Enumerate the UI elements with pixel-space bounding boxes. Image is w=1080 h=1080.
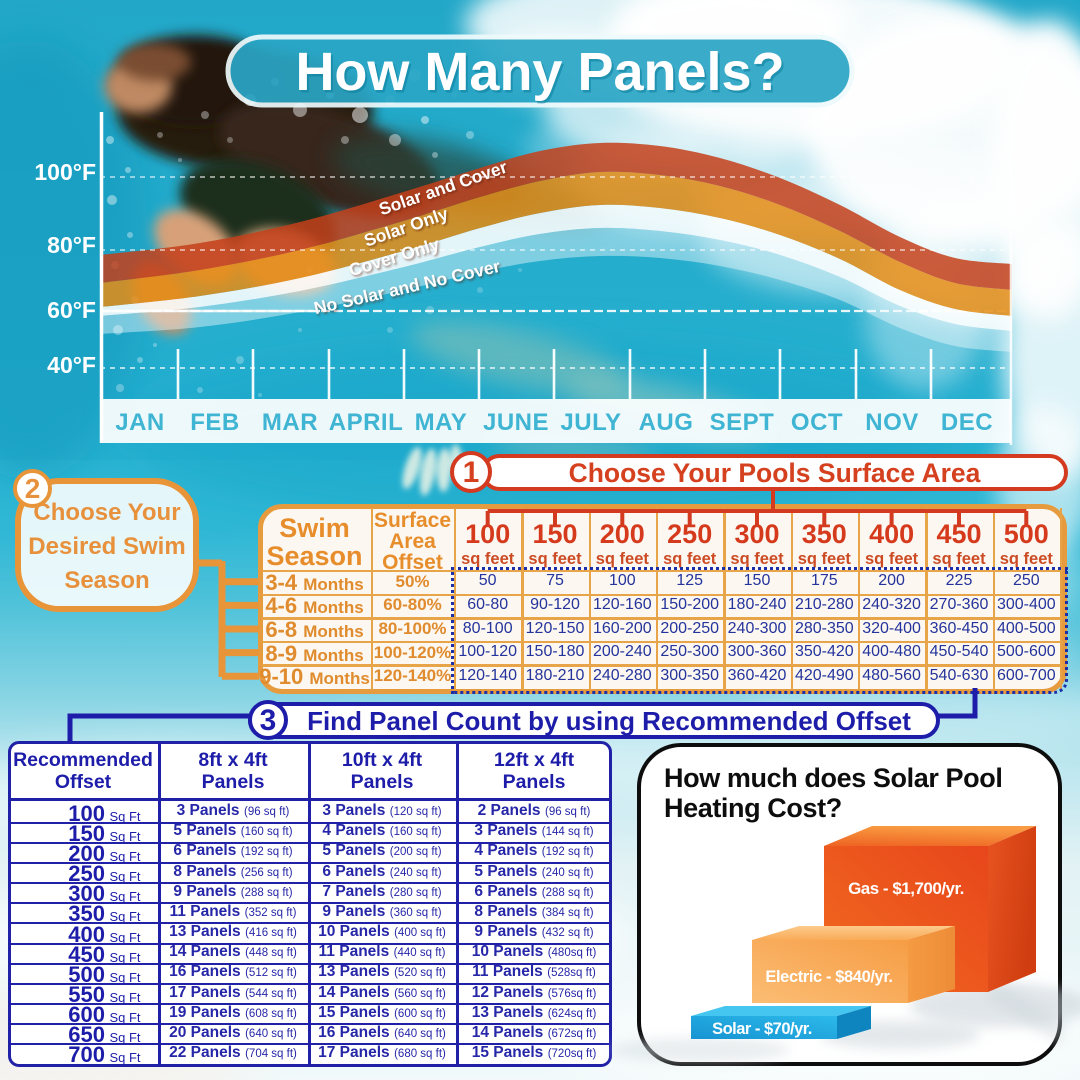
svg-text:JUNE: JUNE xyxy=(483,409,549,436)
svg-text:JAN: JAN xyxy=(115,409,165,436)
svg-text:MAR: MAR xyxy=(262,409,318,436)
svg-text:DEC: DEC xyxy=(941,409,993,436)
svg-text:60°F: 60°F xyxy=(47,297,96,323)
svg-text:AUG: AUG xyxy=(639,409,694,436)
svg-text:SEPT: SEPT xyxy=(710,409,775,436)
svg-text:JULY: JULY xyxy=(560,409,621,436)
svg-text:100°F: 100°F xyxy=(34,159,96,185)
svg-text:80°F: 80°F xyxy=(47,232,96,258)
svg-text:NOV: NOV xyxy=(865,409,919,436)
svg-text:How Many Panels?: How Many Panels? xyxy=(297,45,786,105)
svg-text:OCT: OCT xyxy=(791,409,843,436)
svg-text:MAY: MAY xyxy=(415,409,468,436)
svg-text:APRIL: APRIL xyxy=(329,409,404,436)
svg-text:FEB: FEB xyxy=(190,409,240,436)
svg-text:How Many Panels?: How Many Panels? xyxy=(295,42,784,102)
svg-text:40°F: 40°F xyxy=(47,352,96,378)
